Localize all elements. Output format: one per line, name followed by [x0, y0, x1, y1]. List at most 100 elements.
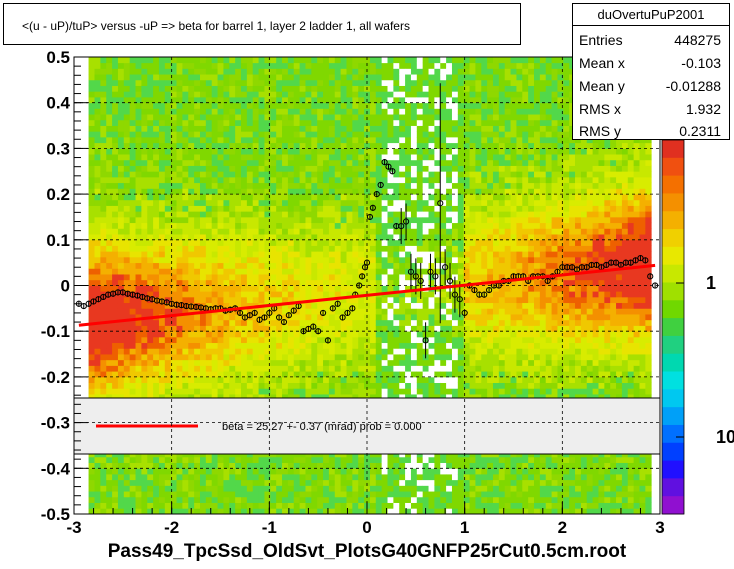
heatmap-cell	[241, 68, 248, 75]
heatmap-cell	[369, 359, 377, 366]
heatmap-cell	[270, 199, 277, 206]
heatmap-cell	[135, 285, 142, 292]
heatmap-cell	[252, 394, 259, 401]
heatmap-cell	[153, 325, 160, 332]
heatmap-cell	[305, 371, 312, 378]
heatmap-cell	[352, 165, 359, 172]
heatmap-cell	[440, 148, 447, 155]
heatmap-cell	[170, 245, 177, 252]
heatmap-cell	[264, 171, 271, 178]
heatmap-cell	[252, 342, 259, 349]
heatmap-cell	[358, 262, 365, 269]
heatmap-cell	[147, 159, 154, 166]
heatmap-cell	[334, 308, 342, 315]
heatmap-cell	[223, 331, 230, 338]
heatmap-cell	[205, 262, 213, 269]
heatmap-cell	[293, 279, 301, 286]
heatmap-cell	[235, 199, 242, 206]
heatmap-cell	[147, 96, 154, 104]
heatmap-cell	[229, 382, 236, 389]
heatmap-cell	[252, 508, 259, 515]
heatmap-cell	[451, 325, 459, 332]
heatmap-cell	[88, 171, 95, 178]
heatmap-cell	[434, 325, 441, 332]
heatmap-cell	[311, 79, 318, 86]
heatmap-cell	[117, 485, 125, 492]
heatmap-cell	[352, 228, 359, 235]
heatmap-cell	[387, 479, 394, 486]
heatmap-cell	[135, 91, 142, 98]
heatmap-cell	[399, 262, 406, 269]
heatmap-cell	[410, 62, 418, 69]
heatmap-cell	[276, 251, 283, 258]
heatmap-cell	[440, 68, 447, 75]
heatmap-cell	[328, 68, 336, 75]
heatmap-cell	[340, 142, 347, 149]
heatmap-cell	[299, 182, 306, 189]
heatmap-cell	[328, 125, 336, 132]
heatmap-cell	[188, 182, 195, 189]
heatmap-cell	[334, 325, 342, 332]
heatmap-cell	[399, 125, 406, 132]
heatmap-cell	[428, 62, 435, 69]
heatmap-cell	[440, 142, 447, 149]
heatmap-cell	[117, 239, 125, 246]
heatmap-cell	[293, 91, 301, 98]
heatmap-cell	[164, 342, 172, 349]
heatmap-cell	[264, 159, 271, 166]
heatmap-cell	[311, 474, 318, 481]
heatmap-cell	[410, 491, 418, 498]
heatmap-cell	[317, 74, 324, 81]
heatmap-cell	[170, 274, 177, 281]
heatmap-cell	[434, 314, 441, 321]
heatmap-cell	[340, 62, 347, 69]
heatmap-cell	[387, 371, 394, 378]
heatmap-cell	[369, 496, 377, 503]
heatmap-cell	[422, 108, 429, 115]
heatmap-cell	[229, 68, 236, 75]
heatmap-cell	[264, 331, 271, 338]
heatmap-cell	[369, 142, 377, 149]
heatmap-cell	[211, 131, 218, 138]
heatmap-cell	[141, 114, 148, 121]
heatmap-cell	[223, 245, 230, 252]
heatmap-cell	[451, 365, 459, 372]
heatmap-cell	[182, 388, 189, 395]
heatmap-cell	[217, 234, 224, 241]
heatmap-cell	[276, 57, 283, 64]
heatmap-cell	[340, 256, 347, 264]
heatmap-cell	[188, 365, 195, 372]
heatmap-cell	[176, 199, 183, 206]
heatmap-cell	[123, 85, 131, 92]
heatmap-cell	[123, 285, 131, 292]
heatmap-cell	[194, 205, 201, 212]
heatmap-cell	[164, 211, 172, 218]
heatmap-cell	[323, 359, 330, 366]
heatmap-cell	[393, 302, 400, 309]
heatmap-cell	[135, 256, 142, 264]
heatmap-cell	[129, 222, 136, 229]
heatmap-cell	[405, 222, 412, 229]
heatmap-cell	[328, 119, 336, 126]
heatmap-cell	[241, 468, 248, 475]
heatmap-cell	[446, 262, 453, 269]
heatmap-cell	[299, 274, 306, 281]
heatmap-cell	[276, 342, 283, 349]
heatmap-cell	[188, 205, 195, 212]
heatmap-cell	[375, 268, 383, 275]
heatmap-cell	[258, 485, 265, 492]
heatmap-cell	[422, 359, 429, 366]
heatmap-cell	[276, 108, 283, 115]
heatmap-cell	[410, 68, 418, 75]
heatmap-cell	[211, 228, 218, 235]
heatmap-cell	[223, 382, 230, 389]
heatmap-cell	[100, 85, 107, 92]
heatmap-cell	[428, 251, 435, 258]
heatmap-cell	[358, 245, 365, 252]
heatmap-cell	[276, 171, 283, 178]
heatmap-cell	[440, 331, 447, 338]
heatmap-cell	[299, 285, 306, 292]
heatmap-cell	[135, 325, 142, 332]
heatmap-cell	[158, 291, 166, 298]
heatmap-cell	[176, 262, 183, 269]
